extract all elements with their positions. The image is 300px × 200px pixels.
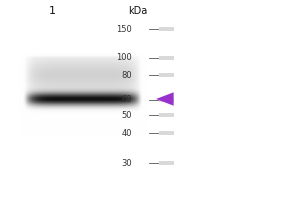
Text: 1: 1 xyxy=(49,6,56,16)
Text: 50: 50 xyxy=(122,110,132,119)
Bar xyxy=(159,56,174,60)
Text: 30: 30 xyxy=(122,158,132,168)
Text: 60: 60 xyxy=(122,96,132,104)
Polygon shape xyxy=(156,92,174,106)
Bar xyxy=(159,73,174,77)
Text: 40: 40 xyxy=(122,129,132,138)
Text: 100: 100 xyxy=(116,53,132,62)
Bar xyxy=(159,161,174,165)
Text: 150: 150 xyxy=(116,24,132,33)
Bar xyxy=(159,98,174,102)
Bar xyxy=(159,27,174,31)
Text: 80: 80 xyxy=(122,71,132,79)
Text: kDa: kDa xyxy=(128,6,148,16)
Bar xyxy=(159,131,174,135)
Bar xyxy=(159,113,174,117)
